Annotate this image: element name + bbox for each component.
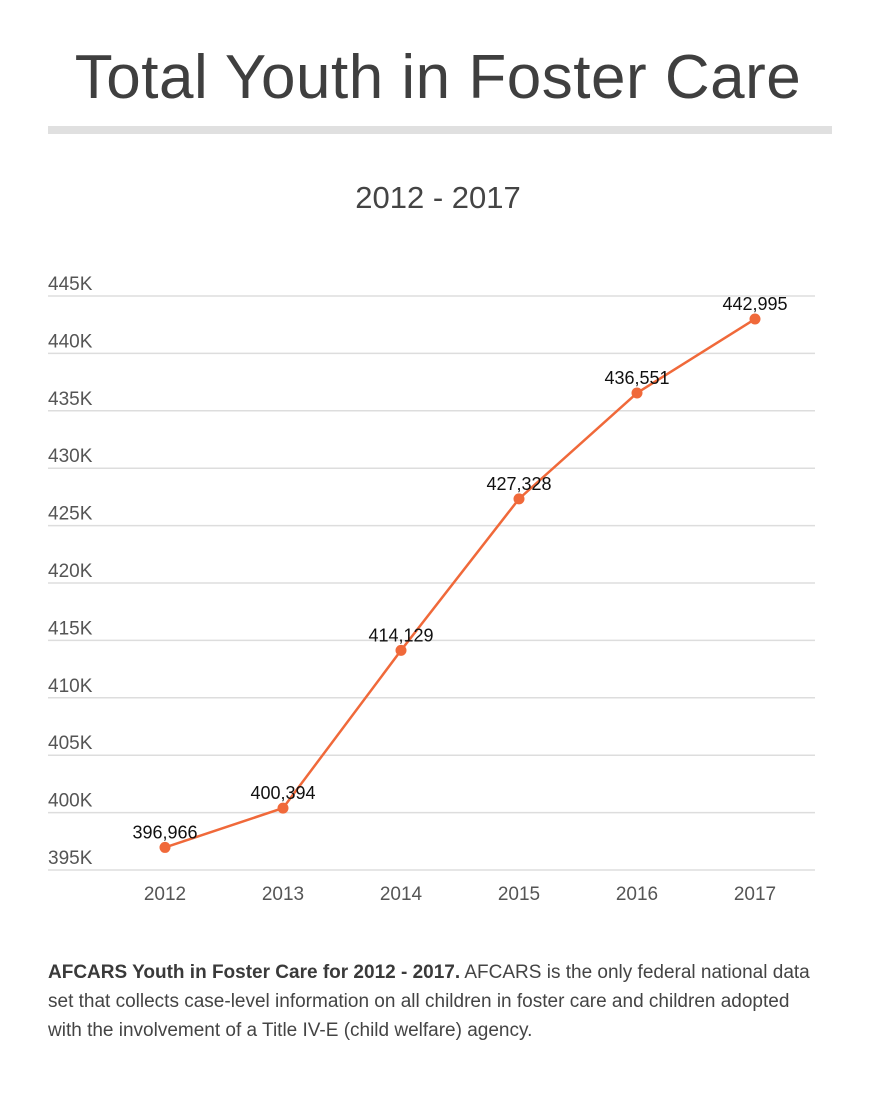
data-point [159, 841, 171, 853]
y-tick-label: 415K [48, 618, 93, 639]
caption-lead: AFCARS Youth in Foster Care for 2012 - 2… [48, 962, 461, 983]
y-tick-label: 430K [48, 446, 93, 467]
x-tick-label: 2015 [498, 884, 540, 905]
y-tick-label: 425K [48, 504, 93, 525]
y-tick-label: 400K [48, 791, 93, 812]
y-tick-label: 405K [48, 733, 93, 754]
y-tick-label: 395K [48, 848, 93, 869]
data-label: 442,995 [722, 294, 787, 314]
data-label: 396,966 [132, 822, 197, 842]
caption-body: AFCARS is the only federal national data… [48, 962, 810, 1041]
y-tick-label: 440K [48, 331, 93, 352]
chart-caption: AFCARS Youth in Foster Care for 2012 - 2… [48, 958, 828, 1045]
y-tick-label: 445K [48, 274, 93, 295]
series-line [164, 317, 756, 849]
y-tick-label: 420K [48, 561, 93, 582]
page-title: Total Youth in Foster Care [74, 43, 802, 112]
data-point [749, 313, 761, 325]
x-tick-label: 2013 [262, 884, 304, 905]
data-point [395, 644, 407, 656]
data-point [631, 387, 643, 399]
x-tick-label: 2012 [144, 884, 186, 905]
x-tick-label: 2014 [380, 884, 423, 905]
x-tick-label: 2016 [616, 884, 658, 905]
data-label: 414,129 [368, 625, 433, 645]
x-tick-label: 2017 [734, 884, 776, 905]
data-label: 436,551 [604, 368, 669, 388]
data-point [277, 802, 289, 814]
title-divider [48, 126, 832, 134]
y-tick-label: 435K [48, 389, 93, 410]
data-point [513, 493, 525, 505]
data-label: 400,394 [250, 783, 315, 803]
line-chart: 395K 400K 405K 410K 415K 420K 425K 430K 435K 440K… [48, 274, 815, 905]
data-label: 427,328 [486, 474, 551, 494]
chart-subtitle: 2012 - 2017 [355, 180, 521, 215]
y-tick-label: 410K [48, 676, 93, 697]
